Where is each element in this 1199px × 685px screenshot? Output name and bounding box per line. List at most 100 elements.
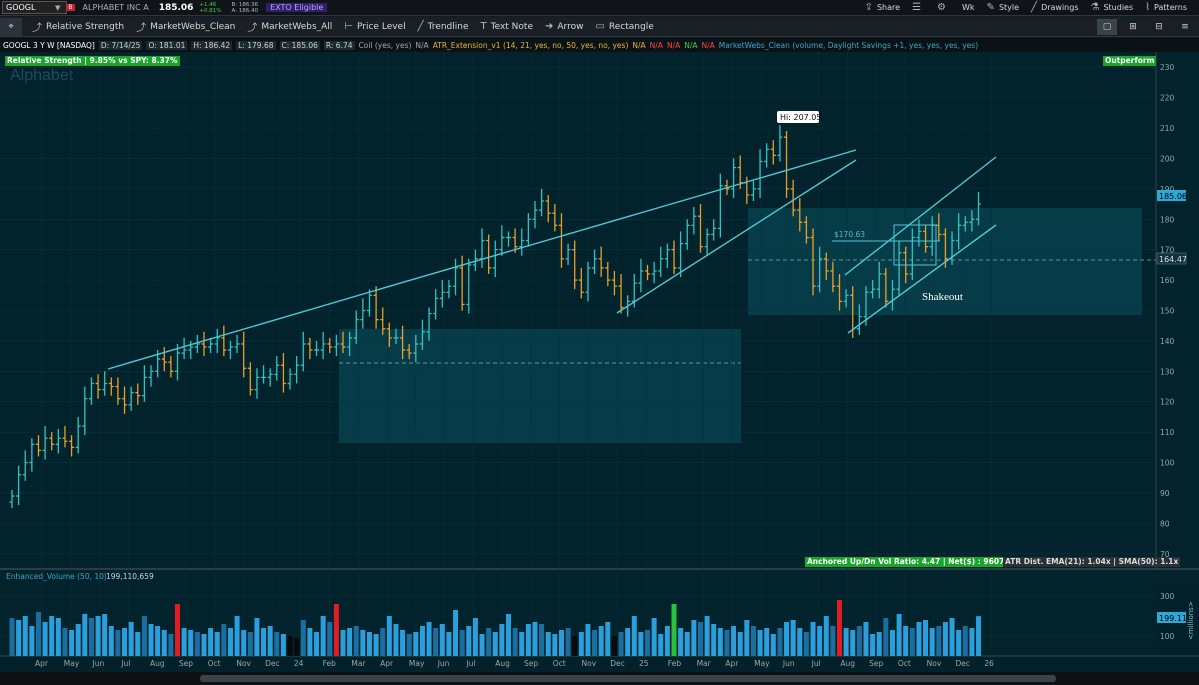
ohlc-bar[interactable] (823, 252, 829, 281)
consolidation-zone-1[interactable] (339, 329, 741, 443)
ohlc-bar[interactable] (320, 331, 326, 360)
ohlc-bar[interactable] (923, 225, 929, 253)
ohlc-bar[interactable] (221, 325, 227, 357)
ohlc-bar[interactable] (241, 331, 247, 378)
layout-menu-button[interactable]: ⊟ (1155, 21, 1163, 32)
tool-text-note[interactable]: T Text Note (481, 21, 533, 32)
scrollbar-thumb[interactable] (200, 675, 1056, 682)
ohlc-bar[interactable] (916, 219, 922, 247)
ohlc-bar[interactable] (797, 197, 803, 232)
ohlc-bar[interactable] (870, 280, 876, 299)
volume-bar[interactable] (770, 634, 776, 656)
volume-bar[interactable] (472, 618, 478, 656)
volume-bar[interactable] (830, 626, 836, 656)
volume-bar[interactable] (294, 638, 300, 656)
ohlc-bar[interactable] (400, 325, 406, 360)
trendline-1[interactable] (107, 291, 371, 370)
ohlc-bar[interactable] (294, 356, 300, 384)
volume-bar[interactable] (790, 620, 796, 656)
volume-bar[interactable] (664, 626, 670, 656)
volume-bar[interactable] (717, 628, 723, 656)
ohlc-bar[interactable] (585, 261, 591, 302)
volume-bar[interactable] (380, 628, 386, 656)
volume-bar[interactable] (267, 626, 273, 656)
ohlc-bar[interactable] (664, 243, 670, 268)
ohlc-bar[interactable] (592, 249, 598, 275)
volume-bar[interactable] (433, 628, 439, 656)
volume-bar[interactable] (949, 618, 955, 656)
ohlc-bar[interactable] (88, 377, 94, 405)
ohlc-bar[interactable] (287, 368, 293, 390)
volume-bar[interactable] (486, 628, 492, 656)
volume-bar[interactable] (366, 632, 372, 656)
ohlc-bar[interactable] (704, 228, 710, 256)
volume-bar[interactable] (744, 620, 750, 656)
style-button[interactable]: ✎ Style (987, 2, 1019, 13)
volume-bar[interactable] (175, 604, 180, 656)
volume-bar[interactable] (592, 630, 598, 656)
ohlc-bar[interactable] (141, 365, 147, 402)
ohlc-bar[interactable] (62, 426, 68, 448)
volume-bar[interactable] (539, 624, 545, 656)
volume-bar[interactable] (638, 632, 644, 656)
marketwebs-clean-study[interactable]: MarketWebs_Clean (volume, Daylight Savin… (718, 40, 979, 50)
ohlc-bar[interactable] (817, 246, 823, 293)
volume-bar[interactable] (678, 628, 684, 656)
base-box[interactable] (893, 224, 937, 266)
ohlc-bar[interactable] (95, 374, 101, 399)
atr-extension-study[interactable]: ATR_Extension_v1 (14, 21, yes, no, 50, y… (432, 40, 629, 50)
volume-bar[interactable] (49, 616, 55, 656)
ohlc-bar[interactable] (366, 289, 372, 317)
volume-bar[interactable] (439, 624, 445, 656)
volume-bar[interactable] (784, 622, 790, 656)
volume-bar[interactable] (102, 614, 108, 656)
volume-bar[interactable] (611, 636, 617, 656)
volume-bar[interactable] (757, 630, 763, 656)
volume-bar[interactable] (274, 632, 280, 656)
volume-bar[interactable] (353, 626, 359, 656)
volume-bar[interactable] (856, 626, 862, 656)
volume-bar[interactable] (545, 632, 551, 656)
volume-bar[interactable] (671, 604, 677, 656)
volume-bar[interactable] (552, 634, 558, 656)
volume-bar[interactable] (347, 628, 353, 656)
volume-bar[interactable] (261, 628, 267, 656)
ohlc-bar[interactable] (35, 435, 41, 457)
volume-bar[interactable] (585, 624, 591, 656)
volume-bar[interactable] (651, 618, 657, 656)
ohlc-bar[interactable] (492, 240, 498, 278)
ohlc-bar[interactable] (55, 429, 61, 454)
volume-bar[interactable] (691, 620, 697, 656)
ohlc-bar[interactable] (227, 340, 233, 360)
volume-bar[interactable] (962, 626, 968, 656)
volume-bar[interactable] (135, 632, 141, 656)
volume-bar[interactable] (400, 630, 406, 656)
ohlc-bar[interactable] (565, 243, 571, 265)
volume-bar[interactable] (876, 632, 882, 656)
ohlc-bar[interactable] (770, 140, 776, 165)
ohlc-bar[interactable] (638, 258, 644, 293)
cursor-tool[interactable]: ⌖ (0, 17, 22, 36)
volume-bar[interactable] (148, 624, 154, 656)
ohlc-bar[interactable] (446, 280, 452, 299)
ohlc-bar[interactable] (188, 340, 194, 360)
volume-bar[interactable] (168, 634, 174, 656)
volume-bar[interactable] (499, 624, 505, 656)
ohlc-bar[interactable] (803, 216, 809, 244)
ohlc-bar[interactable] (598, 246, 604, 278)
volume-bar[interactable] (532, 622, 538, 656)
volume-bar[interactable] (929, 628, 935, 656)
ohlc-bar[interactable] (168, 356, 174, 378)
volume-bar[interactable] (307, 628, 313, 656)
ohlc-bar[interactable] (618, 274, 624, 314)
tool-arrow[interactable]: ➜ Arrow (545, 21, 583, 32)
volume-bar[interactable] (16, 620, 22, 656)
volume-bar[interactable] (889, 630, 895, 656)
ohlc-bar[interactable] (558, 213, 564, 268)
ohlc-bar[interactable] (466, 258, 472, 314)
ohlc-bar[interactable] (29, 438, 35, 472)
ohlc-bar[interactable] (731, 158, 737, 198)
share-button[interactable]: ⇪ Share (865, 2, 900, 13)
ohlc-bar[interactable] (75, 416, 81, 454)
relative-strength-flag[interactable]: Relative Strength | 9.85% vs SPY: 8.37% (5, 56, 180, 66)
